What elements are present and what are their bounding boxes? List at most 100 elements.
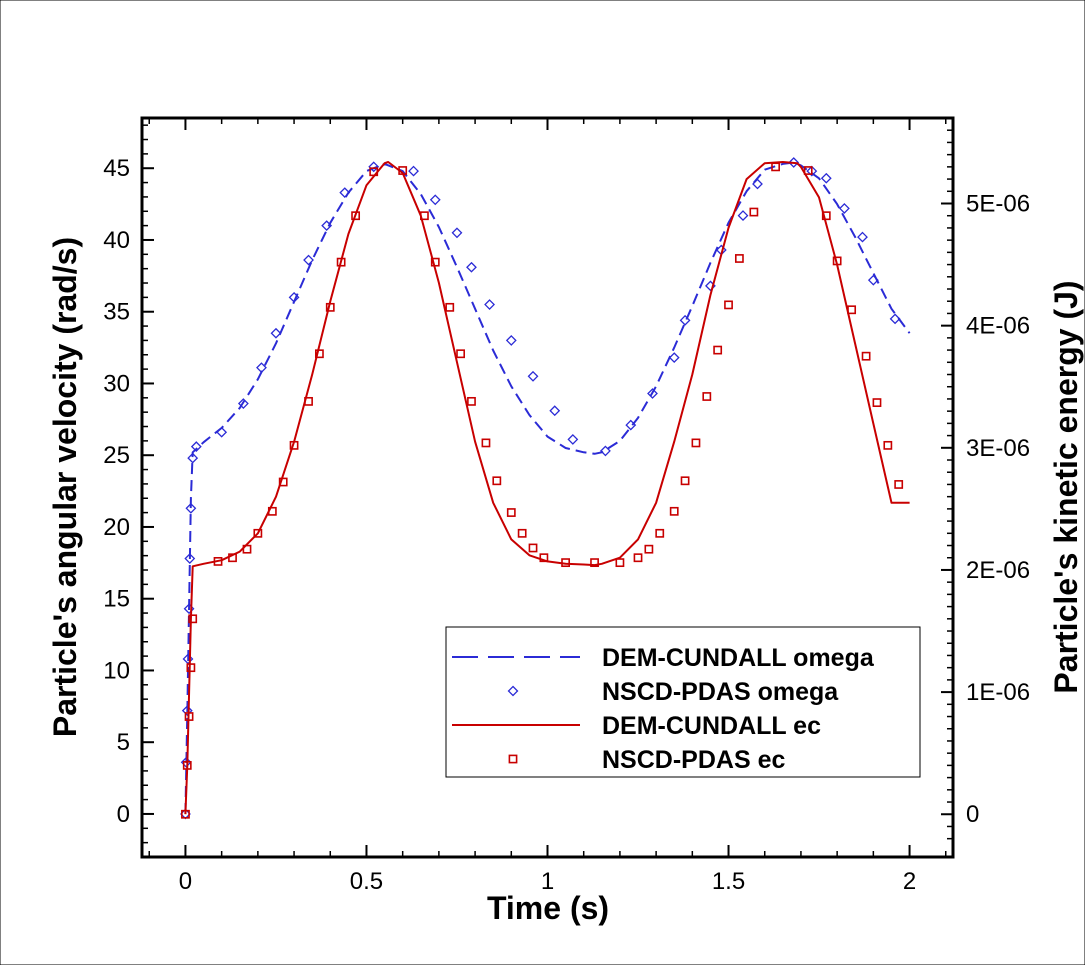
legend-swatch-nscd-pdas-omega xyxy=(507,685,519,697)
nscd-pdas-ec-point xyxy=(861,351,871,361)
nscd-pdas-ec-point xyxy=(734,254,744,263)
nscd-pdas-ec-point xyxy=(872,398,882,408)
nscd-pdas-omega-point xyxy=(647,388,658,399)
y-tick-label: 30 xyxy=(103,370,130,397)
nscd-pdas-omega-point xyxy=(567,434,579,445)
nscd-pdas-ec-point xyxy=(481,438,491,448)
nscd-pdas-omega-point xyxy=(752,178,763,190)
legend-swatch-nscd-pdas-ec xyxy=(508,754,518,764)
nscd-pdas-omega-point xyxy=(857,231,868,243)
y-tick-label: 45 xyxy=(103,155,130,182)
nscd-pdas-omega-point xyxy=(190,441,202,453)
nscd-pdas-ec-point xyxy=(325,302,335,312)
nscd-pdas-omega-point xyxy=(679,314,691,326)
nscd-pdas-ec-point xyxy=(655,528,665,538)
x-axis-title: Time (s) xyxy=(487,890,609,926)
nscd-pdas-omega-point xyxy=(288,291,300,303)
y2-axis-title: Particle's kinetic energy (J) xyxy=(1048,280,1084,693)
nscd-pdas-ec-point xyxy=(351,211,361,221)
nscd-pdas-ec-point xyxy=(749,207,759,217)
nscd-pdas-ec-point xyxy=(304,396,313,406)
x-tick-label: 0.5 xyxy=(350,868,383,895)
nscd-pdas-omega-point xyxy=(625,419,637,431)
legend-label-dem-cundall-omega: DEM-CUNDALL omega xyxy=(602,644,875,672)
nscd-pdas-ec-point xyxy=(456,349,466,359)
nscd-pdas-ec-point xyxy=(517,528,527,538)
nscd-pdas-omega-point xyxy=(185,502,197,514)
nscd-pdas-ec-point xyxy=(420,211,429,221)
nscd-pdas-ec-point xyxy=(213,556,223,566)
nscd-pdas-ec-point xyxy=(398,166,408,175)
nscd-pdas-omega-point xyxy=(256,362,267,374)
nscd-pdas-omega-point xyxy=(806,165,818,177)
x-tick-label: 1.5 xyxy=(712,868,745,895)
y-tick-label: 40 xyxy=(103,227,130,254)
nscd-pdas-omega-point xyxy=(429,194,441,206)
nscd-pdas-omega-point xyxy=(368,161,380,173)
nscd-pdas-ec-point xyxy=(847,305,857,315)
nscd-pdas-omega-point xyxy=(237,398,249,409)
legend-box xyxy=(445,626,921,778)
nscd-pdas-omega-point xyxy=(466,261,477,273)
x-tick-label: 0 xyxy=(179,868,192,895)
nscd-pdas-ec-point xyxy=(492,476,502,486)
nscd-pdas-ec-point xyxy=(713,345,723,355)
nscd-pdas-omega-point xyxy=(303,254,314,266)
nscd-pdas-omega-point xyxy=(549,405,561,417)
nscd-pdas-ec-point xyxy=(821,211,831,221)
nscd-pdas-omega-point xyxy=(451,227,463,239)
nscd-pdas-omega-point xyxy=(216,426,228,438)
legend-label-dem-cundall-ec: DEM-CUNDALL ec xyxy=(602,712,821,740)
legend-label-nscd-pdas-ec: NSCD-PDAS ec xyxy=(602,746,785,774)
nscd-pdas-omega-point xyxy=(181,705,193,717)
x-tick-label: 2 xyxy=(903,868,916,895)
nscd-pdas-ec-point xyxy=(528,543,538,553)
x-tick-label: 1 xyxy=(541,868,554,895)
nscd-pdas-omega-point xyxy=(838,202,850,214)
nscd-pdas-omega-point xyxy=(889,313,901,325)
nscd-pdas-omega-point xyxy=(600,445,611,457)
nscd-pdas-omega-point xyxy=(867,274,879,286)
nscd-pdas-ec-point xyxy=(336,257,346,267)
y-tick-label: 35 xyxy=(103,299,130,326)
nscd-pdas-ec-point xyxy=(467,396,476,406)
nscd-pdas-ec-point xyxy=(267,506,277,516)
nscd-pdas-ec-point xyxy=(590,558,599,568)
dem-cundall-omega-line xyxy=(184,161,911,815)
nscd-pdas-ec-point xyxy=(181,809,190,819)
nscd-pdas-omega-point xyxy=(820,172,832,184)
y-tick-label: 5 xyxy=(117,729,130,756)
y-tick-label: 10 xyxy=(103,657,130,684)
nscd-pdas-omega-point xyxy=(180,756,192,768)
nscd-pdas-ec-point xyxy=(369,167,379,177)
y-tick-label: 20 xyxy=(103,514,130,541)
nscd-pdas-ec-point xyxy=(182,760,192,770)
y2-tick-label: 1E-06 xyxy=(966,679,1030,706)
y-tick-label: 0 xyxy=(117,801,130,828)
y-tick-label: 25 xyxy=(103,442,130,469)
nscd-pdas-ec-point xyxy=(832,256,842,266)
nscd-pdas-omega-point xyxy=(788,157,800,168)
nscd-pdas-ec-point xyxy=(669,506,679,516)
nscd-pdas-ec-point xyxy=(445,302,455,312)
nscd-pdas-ec-point xyxy=(188,614,198,624)
nscd-pdas-ec-point xyxy=(561,558,571,568)
nscd-pdas-ec-point xyxy=(315,349,324,359)
nscd-pdas-ec-point xyxy=(253,528,263,538)
nscd-pdas-ec-point xyxy=(644,544,654,554)
nscd-pdas-omega-point xyxy=(339,187,351,199)
nscd-pdas-ec-point xyxy=(633,553,643,563)
nscd-pdas-ec-point xyxy=(539,553,549,563)
nscd-pdas-ec-point xyxy=(242,544,252,554)
nscd-pdas-ec-point xyxy=(186,663,196,673)
nscd-pdas-ec-point xyxy=(702,392,712,401)
y-tick-label: 15 xyxy=(103,586,130,613)
y2-tick-label: 2E-06 xyxy=(966,557,1030,584)
nscd-pdas-omega-point xyxy=(270,327,282,339)
nscd-pdas-ec-point xyxy=(278,477,288,487)
nscd-pdas-ec-point xyxy=(771,162,780,172)
nscd-pdas-omega-point xyxy=(408,165,419,177)
